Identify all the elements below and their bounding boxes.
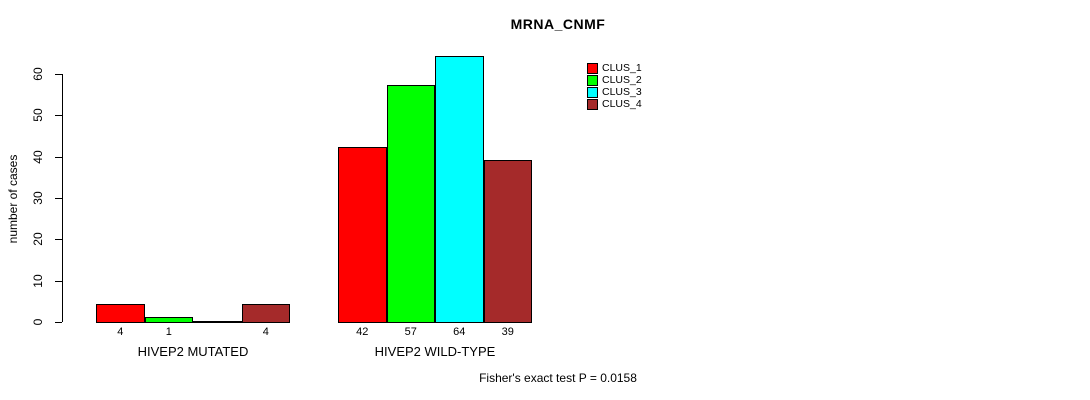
chart-title: MRNA_CNMF bbox=[510, 16, 606, 32]
legend-row: CLUS_4 bbox=[587, 98, 642, 110]
y-axis-tick bbox=[55, 322, 62, 323]
y-axis-tick-label: 60 bbox=[31, 67, 45, 81]
y-axis-tick bbox=[55, 156, 62, 158]
legend-row: CLUS_3 bbox=[587, 86, 642, 98]
bar-value-label: 39 bbox=[501, 326, 514, 338]
y-axis-tick-label: 30 bbox=[31, 191, 45, 205]
group-label: HIVEP2 WILD-TYPE bbox=[374, 344, 496, 359]
bar-value-label: 64 bbox=[453, 326, 466, 338]
y-axis-tick bbox=[55, 74, 62, 75]
y-axis-tick-label: 40 bbox=[31, 149, 45, 164]
y-axis-tick bbox=[55, 198, 62, 199]
bar-value-label: 57 bbox=[404, 326, 417, 338]
y-axis-tick-label: 20 bbox=[31, 232, 45, 247]
y-axis-title: number of cases bbox=[6, 154, 20, 244]
legend-swatch-clus_4 bbox=[587, 98, 598, 110]
y-axis-tick bbox=[55, 239, 62, 241]
bar-clus_1 bbox=[96, 304, 145, 323]
y-axis-line bbox=[62, 74, 63, 322]
bar-clus_2 bbox=[144, 317, 193, 323]
legend-label: CLUS_1 bbox=[602, 62, 642, 74]
bar-clus_4 bbox=[241, 304, 290, 323]
bar-value-label: 4 bbox=[262, 326, 269, 338]
legend-swatch-clus_1 bbox=[587, 62, 598, 74]
bar-clus_2 bbox=[386, 85, 435, 323]
y-axis-tick-label: 50 bbox=[31, 108, 45, 123]
legend-row: CLUS_2 bbox=[587, 74, 642, 86]
y-axis-tick bbox=[55, 115, 62, 117]
legend-swatch-clus_2 bbox=[587, 74, 598, 86]
bar-value-label: 4 bbox=[117, 326, 124, 338]
legend-row: CLUS_1 bbox=[587, 62, 642, 74]
bar-value-label: 1 bbox=[165, 326, 172, 338]
y-axis-tick-label: 10 bbox=[31, 273, 45, 288]
bar-clus_4 bbox=[483, 160, 532, 323]
bar-clus_3 bbox=[193, 321, 242, 323]
group-label: HIVEP2 MUTATED bbox=[137, 344, 249, 359]
bar-clus_1 bbox=[338, 147, 387, 323]
bar-clus_3 bbox=[435, 56, 484, 323]
legend-swatch-clus_3 bbox=[587, 86, 598, 98]
legend-label: CLUS_4 bbox=[602, 98, 642, 110]
y-axis-tick bbox=[55, 280, 62, 282]
legend: CLUS_1 CLUS_2 CLUS_3 CLUS_4 bbox=[587, 62, 642, 111]
bar-value-label: 42 bbox=[356, 326, 369, 338]
legend-label: CLUS_2 bbox=[602, 74, 642, 86]
legend-label: CLUS_3 bbox=[602, 86, 642, 98]
fisher-test-annotation: Fisher's exact test P = 0.0158 bbox=[479, 371, 637, 385]
y-axis-tick-label: 0 bbox=[31, 318, 45, 326]
